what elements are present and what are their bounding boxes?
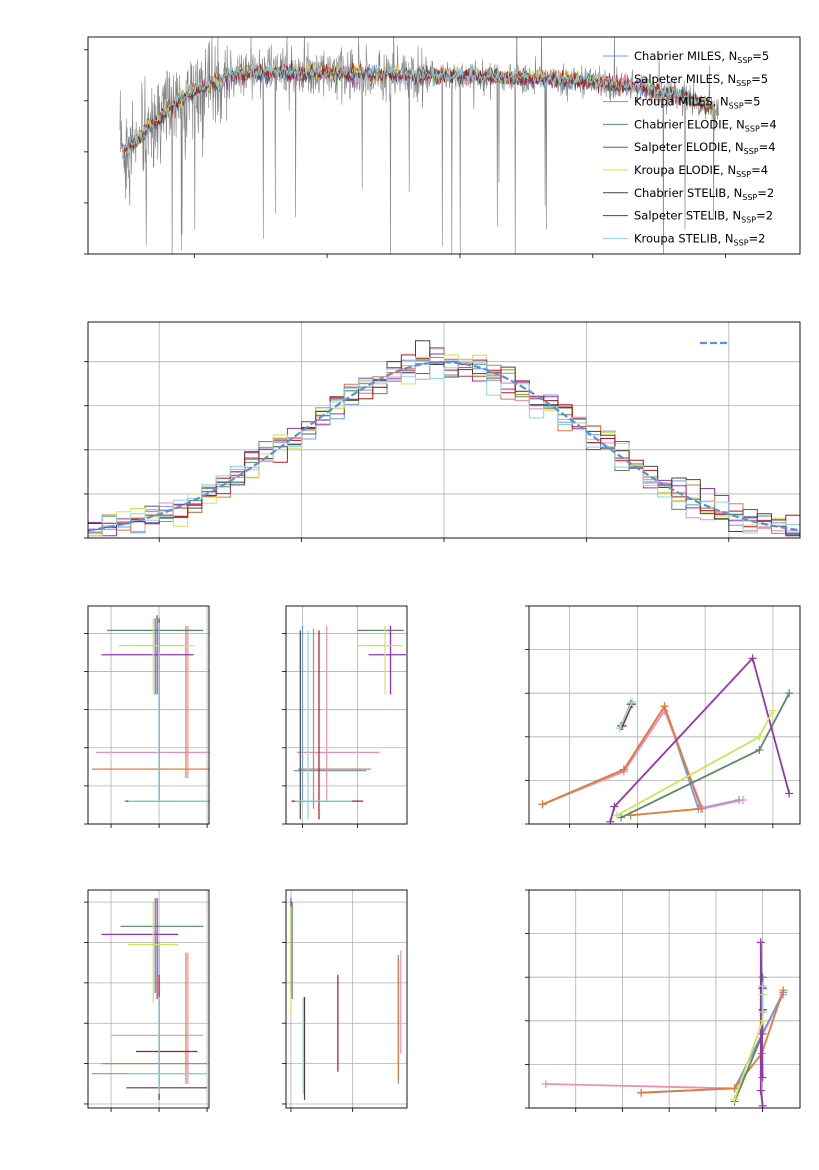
spectrum-traces <box>119 37 720 254</box>
age_vs_Z-axes <box>84 606 209 828</box>
legend-label-text: Salpeter STELIB, N <box>634 209 741 223</box>
legend-label-text: Chabrier STELIB, N <box>634 186 742 200</box>
legend-label-tail: =2 <box>749 231 766 245</box>
legend-label-tail: =5 <box>751 72 768 86</box>
legend-label-sub: SSP <box>742 193 757 202</box>
legend-label-text: Kroupa MILES, N <box>634 95 729 109</box>
legend-label: Salpeter ELODIE, NSSP=4 <box>634 140 776 156</box>
residuals-frame <box>87 321 801 539</box>
mass_vs_Z-frame <box>87 889 210 1109</box>
residuals-axes <box>84 322 800 542</box>
weight-line <box>609 656 791 823</box>
legend-label-sub: SSP <box>741 216 756 225</box>
spectrum-frame <box>87 36 801 255</box>
legend-label: Chabrier STELIB, NSSP=2 <box>634 186 774 202</box>
legend-label-text: Salpeter MILES, N <box>634 72 736 86</box>
legend-label-sub: SSP <box>736 79 751 88</box>
weight-line <box>621 703 633 727</box>
weight-lines <box>541 938 788 1108</box>
normal-curve <box>88 360 798 532</box>
weight-lines <box>538 654 794 824</box>
legend-label-text: Chabrier MILES, N <box>634 49 737 63</box>
histograms <box>88 340 800 537</box>
legend-label-text: Chabrier ELODIE, N <box>634 117 745 131</box>
legend-label-tail: =4 <box>759 140 776 154</box>
weight_vs_age-frame <box>528 605 801 825</box>
legend-label: Chabrier MILES, NSSP=5 <box>634 49 769 65</box>
legend-label-sub: SSP <box>736 170 751 179</box>
legend-label-sub: SSP <box>734 238 749 247</box>
weight_vs_Z-frame <box>528 889 801 1109</box>
legend-label-text: Kroupa ELODIE, N <box>634 163 736 177</box>
legend-label-sub: SSP <box>737 56 752 65</box>
legend-label: Salpeter MILES, NSSP=5 <box>634 72 768 88</box>
legend-label: Chabrier ELODIE, NSSP=4 <box>634 117 777 133</box>
spectrum-axes <box>84 49 727 258</box>
legend-label-sub: SSP <box>745 124 760 133</box>
observed-spectrum <box>119 37 720 254</box>
mass_vs_ebv-frame <box>285 889 408 1109</box>
errorbars <box>291 625 406 820</box>
errorbars <box>290 898 402 1100</box>
legend-label-tail: =2 <box>757 186 774 200</box>
legend-label: Kroupa ELODIE, NSSP=4 <box>634 163 768 179</box>
age_vs_mass-frame <box>285 605 408 825</box>
mass_vs_ebv-axes <box>282 890 407 1112</box>
age_vs_Z-frame <box>87 605 210 825</box>
legend-label-tail: =5 <box>744 95 761 109</box>
weight_vs_Z-axes <box>525 889 800 1112</box>
residual-histogram <box>88 356 800 534</box>
errorbars <box>91 898 208 1100</box>
legend-label-tail: =4 <box>760 117 777 131</box>
legend-label-tail: =4 <box>751 163 768 177</box>
legend-label-text: Kroupa STELIB, N <box>634 231 734 245</box>
weight-line <box>618 701 633 729</box>
weight-line <box>542 708 744 810</box>
legend-label-text: Salpeter ELODIE, N <box>634 140 744 154</box>
legend-label: Kroupa STELIB, NSSP=2 <box>634 231 765 247</box>
legend-label: Kroupa MILES, NSSP=5 <box>634 95 760 111</box>
legend-label-sub: SSP <box>744 147 759 156</box>
legend-label-tail: =5 <box>752 49 769 63</box>
mass_vs_Z-axes <box>84 890 209 1112</box>
legend-label-sub: SSP <box>729 102 744 111</box>
weight_vs_age-axes <box>525 605 800 828</box>
legend-label-tail: =2 <box>756 209 773 223</box>
legend-label: Salpeter STELIB, NSSP=2 <box>634 209 773 225</box>
errorbars <box>91 615 209 802</box>
weight-line <box>545 994 784 1090</box>
